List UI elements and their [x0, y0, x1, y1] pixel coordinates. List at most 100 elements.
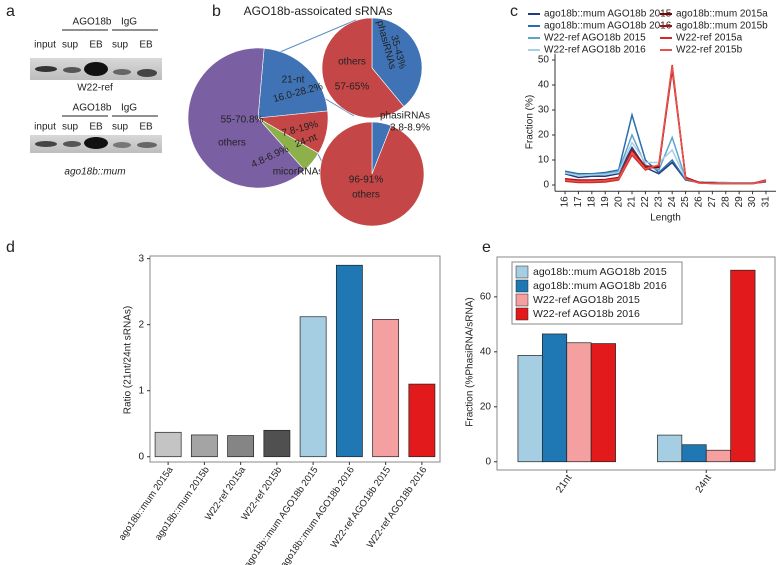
blot-image: [30, 58, 162, 80]
slice-label: others: [218, 138, 246, 149]
x-tick-label: 24nt: [694, 473, 714, 495]
bar: [263, 429, 291, 458]
legend-label: W22-ref AGO18b 2016: [544, 45, 646, 56]
y-tick-label: 1: [138, 385, 144, 396]
slice-label: 21-nt: [282, 75, 305, 86]
lane-label: input: [34, 122, 56, 133]
blot-image: [30, 135, 162, 153]
x-tick-label: 23: [653, 196, 664, 208]
group-label: IgG: [121, 103, 137, 114]
y-tick-label: 20: [538, 130, 550, 141]
legend-label: ago18b::mum 2015a: [676, 9, 768, 20]
plot-frame: [496, 256, 776, 471]
panel-a: a AGO18b IgG input sup EB sup EB W22-ref…: [6, 3, 162, 178]
bar: [408, 383, 436, 458]
connector: [323, 97, 355, 117]
x-tick-label: ago18b::mum AGO18b 2015: [242, 465, 320, 565]
lane-label: EB: [89, 40, 103, 51]
y-axis-label: Ratio (21nt/24nt sRNAs): [123, 306, 134, 414]
x-tick-label: 20: [613, 196, 624, 208]
bar: [541, 333, 568, 463]
panel-label: d: [6, 239, 15, 256]
pie-slice: [321, 17, 405, 119]
pie-slice: [187, 47, 306, 189]
blot-caption: W22-ref: [77, 83, 113, 94]
slice-range-label: 96-91%: [349, 175, 384, 186]
bar: [190, 434, 218, 458]
bar: [335, 264, 363, 458]
panel-label: a: [6, 3, 15, 20]
pie-slice: [319, 121, 425, 227]
bar: [590, 343, 616, 463]
bar: [299, 316, 327, 458]
slice-label: micorRNAs: [273, 167, 324, 178]
panel-label: c: [510, 3, 518, 20]
y-tick-label: 30: [538, 105, 550, 116]
y-tick-label: 40: [480, 346, 492, 357]
panel-label: e: [482, 239, 491, 256]
x-tick-label: 26: [694, 196, 705, 208]
y-tick-label: 0: [485, 456, 491, 467]
y-tick-label: 40: [538, 80, 550, 91]
bar: [372, 319, 400, 458]
bar: [566, 342, 592, 463]
x-tick-label: ago18b::mum AGO18b 2016: [279, 465, 357, 565]
lane-label: sup: [62, 122, 79, 133]
y-tick-label: 50: [538, 55, 550, 66]
legend-label: W22-ref AGO18b 2015: [533, 294, 640, 306]
legend-label: W22-ref AGO18b 2016: [533, 308, 640, 320]
connector: [279, 19, 357, 53]
x-tick-label: 16: [560, 196, 571, 208]
y-tick-label: 10: [538, 155, 550, 166]
lane-label: input: [34, 40, 56, 51]
x-tick-label: 30: [747, 196, 758, 208]
lane-label: sup: [62, 40, 79, 51]
y-tick-label: 2: [138, 319, 144, 330]
blot-caption: ago18b::mum: [64, 167, 125, 178]
x-tick-label: 28: [720, 196, 731, 208]
y-tick-label: 0: [138, 451, 144, 462]
y-tick-label: 0: [543, 180, 549, 191]
x-tick-label: 22: [640, 196, 651, 208]
pie-slice: [257, 47, 328, 119]
legend-swatch: [515, 265, 529, 279]
slice-label: others: [352, 190, 380, 201]
x-tick-label: 31: [761, 196, 772, 208]
lane-label: sup: [112, 40, 129, 51]
legend-swatch: [515, 279, 529, 293]
lane-label: sup: [112, 122, 129, 133]
x-tick-label: 29: [734, 196, 745, 208]
x-tick-label: 17: [573, 196, 584, 208]
x-tick-label: 21: [627, 196, 638, 208]
x-tick-label: 25: [680, 196, 691, 208]
legend-label: W22-ref 2015b: [676, 45, 743, 56]
bar: [657, 434, 683, 463]
legend-box: [511, 261, 683, 325]
slice-range-label: 55-70.8%: [221, 115, 264, 126]
bar: [730, 269, 756, 463]
y-axis-label: Fraction (%PhasiRNA/sRNA): [465, 297, 476, 426]
plot-frame: [149, 255, 441, 463]
panel-label: b: [212, 3, 221, 20]
bar: [705, 449, 732, 463]
x-tick-label: 24: [667, 196, 678, 208]
slice-label: others: [338, 57, 366, 68]
group-label: AGO18b: [73, 103, 112, 114]
legend-label: W22-ref AGO18b 2015: [544, 33, 646, 44]
legend-label: ago18b::mum 2015b: [676, 21, 768, 32]
x-tick-label: 21nt: [554, 473, 574, 495]
series-line: [564, 66, 767, 185]
panel-e: e 0 20 40 60 Fraction (%PhasiRNA/sRNA) 21nt 24n…: [465, 239, 776, 495]
legend-label: ago18b::mum AGO18b 2015: [533, 266, 667, 278]
y-tick-label: 3: [138, 253, 144, 264]
slice-label: phasiRNAs: [380, 111, 430, 122]
series-line: [564, 112, 767, 184]
bar: [154, 431, 182, 458]
group-label: IgG: [121, 17, 137, 28]
chart-title: AGO18b-assoicated sRNAs: [244, 4, 393, 18]
slice-range-label: 57-65%: [335, 82, 370, 93]
pie-slice: [371, 17, 423, 107]
